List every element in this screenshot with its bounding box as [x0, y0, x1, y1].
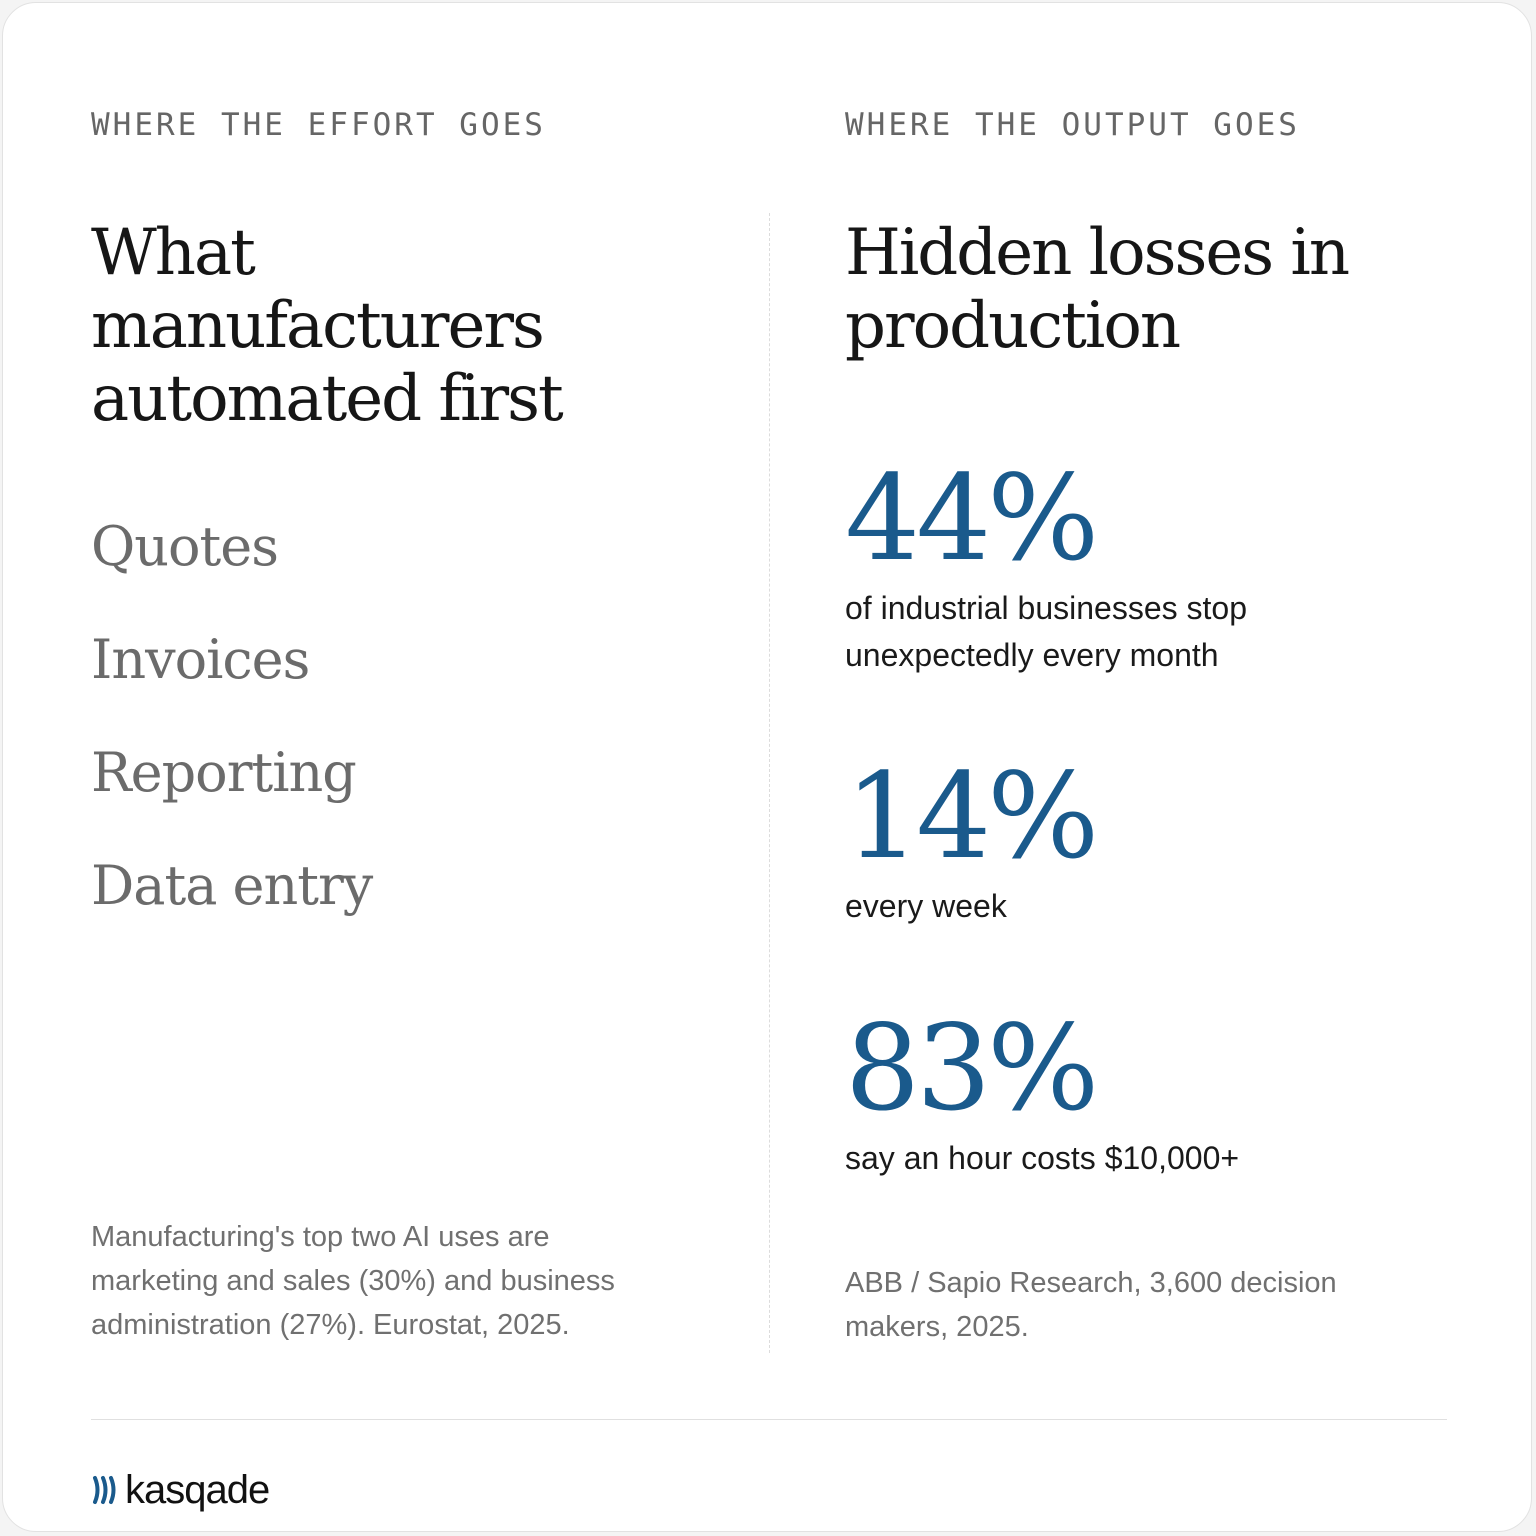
title-line: production — [845, 289, 1181, 363]
losses-title: Hidden losses in production — [845, 216, 1350, 363]
title-line: What — [91, 216, 256, 290]
output-eyebrow: WHERE THE OUTPUT GOES — [845, 107, 1300, 143]
stat-hourly-cost: 83% say an hour costs $10,000+ — [845, 1009, 1405, 1182]
stat-weekly-stops: 14% every week — [845, 757, 1405, 930]
wave-stripes-icon — [93, 1476, 116, 1504]
effort-eyebrow: WHERE THE EFFORT GOES — [91, 107, 546, 143]
footer-divider — [91, 1419, 1447, 1420]
stat-value: 44% — [845, 449, 1099, 587]
title-line: Hidden losses in — [845, 216, 1350, 290]
note-line: administration (27%). Eurostat, 2025. — [91, 1309, 570, 1341]
note-line: ABB / Sapio Research, 3,600 decision — [845, 1267, 1337, 1299]
column-divider — [769, 213, 770, 1353]
stat-label-line: every week — [845, 888, 1007, 924]
title-line: automated first — [91, 362, 564, 436]
note-line: makers, 2025. — [845, 1311, 1029, 1343]
title-line: manufacturers — [91, 289, 545, 363]
task-item-reporting: Reporting — [91, 741, 357, 804]
stat-label: say an hour costs $10,000+ — [845, 1135, 1405, 1182]
automated-tasks-list: Quotes Invoices Reporting Data entry — [91, 515, 373, 971]
abb-source-note: ABB / Sapio Research, 3,600 decision mak… — [845, 1261, 1337, 1349]
stat-value: 14% — [845, 747, 1099, 885]
task-item-quotes: Quotes — [91, 515, 279, 578]
note-line: Manufacturing's top two AI uses are — [91, 1221, 550, 1253]
stat-label-line: unexpectedly every month — [845, 637, 1219, 673]
eurostat-source-note: Manufacturing's top two AI uses are mark… — [91, 1215, 615, 1347]
stat-label: of industrial businesses stop unexpected… — [845, 585, 1405, 679]
stat-label: every week — [845, 883, 1405, 930]
automation-title: What manufacturers automated first — [91, 216, 564, 436]
note-line: marketing and sales (30%) and business — [91, 1265, 615, 1297]
stat-monthly-stops: 44% of industrial businesses stop unexpe… — [845, 459, 1405, 679]
brand-name: kasqade — [125, 1468, 270, 1512]
task-item-invoices: Invoices — [91, 628, 310, 691]
task-item-data-entry: Data entry — [91, 854, 373, 917]
stat-value: 83% — [845, 999, 1099, 1137]
stat-label-line: of industrial businesses stop — [845, 590, 1247, 626]
stat-label-line: say an hour costs $10,000+ — [845, 1140, 1240, 1176]
